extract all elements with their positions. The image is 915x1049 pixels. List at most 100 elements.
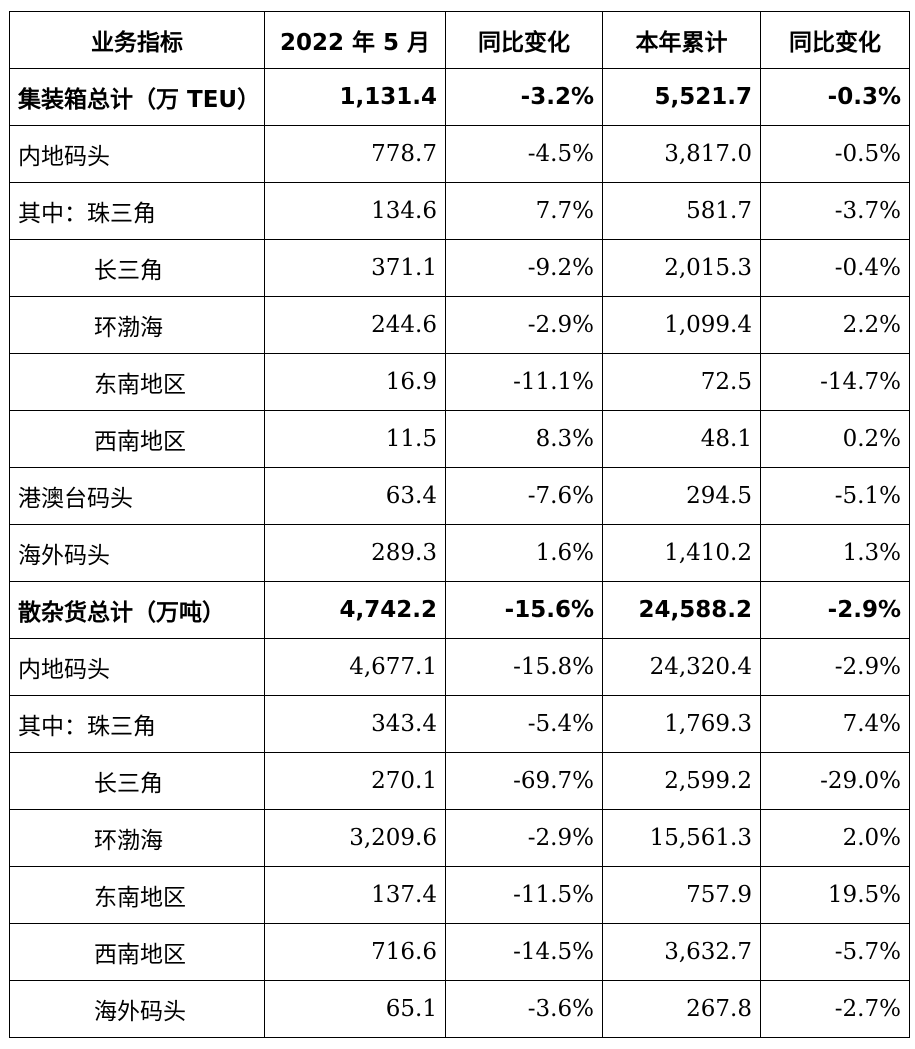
cell-ytd-yoy: -2.7% [760, 980, 910, 1038]
cell-ytd-yoy: 2.0% [760, 809, 910, 867]
cell-ytd-value: 757.9 [602, 866, 761, 924]
row-label: 其中：珠三角 [9, 182, 265, 240]
row-label: 西南地区 [9, 410, 265, 468]
cell-ytd-value: 294.5 [602, 467, 761, 525]
cell-month-yoy: -9.2% [445, 239, 603, 297]
table-row: 长三角 371.1 -9.2% 2,015.3 -0.4% [9, 239, 910, 297]
cell-ytd-yoy: -29.0% [760, 752, 910, 810]
cell-ytd-value: 15,561.3 [602, 809, 761, 867]
cell-month-yoy: -7.6% [445, 467, 603, 525]
table-body: 集装箱总计（万 TEU） 1,131.4 -3.2% 5,521.7 -0.3% 内地码头… [9, 68, 910, 1038]
cell-month-value: 289.3 [264, 524, 446, 582]
total-row: 集装箱总计（万 TEU） 1,131.4 -3.2% 5,521.7 -0.3% [9, 68, 910, 126]
row-label: 港澳台码头 [9, 467, 265, 525]
cell-ytd-yoy: -5.7% [760, 923, 910, 981]
table-row: 内地码头 4,677.1 -15.8% 24,320.4 -2.9% [9, 638, 910, 696]
cell-ytd-yoy: -14.7% [760, 353, 910, 411]
cell-ytd-yoy: -0.3% [760, 68, 910, 126]
table-row: 西南地区 716.6 -14.5% 3,632.7 -5.7% [9, 923, 910, 981]
cell-ytd-value: 1,769.3 [602, 695, 761, 753]
cell-ytd-value: 3,632.7 [602, 923, 761, 981]
header-month: 2022 年 5 月 [264, 11, 446, 69]
row-label: 其中：珠三角 [9, 695, 265, 753]
cell-ytd-yoy: -2.9% [760, 638, 910, 696]
cell-month-yoy: -3.6% [445, 980, 603, 1038]
row-label: 长三角 [9, 239, 265, 297]
cell-ytd-value: 48.1 [602, 410, 761, 468]
cell-month-yoy: -4.5% [445, 125, 603, 183]
row-label: 散杂货总计（万吨） [9, 581, 265, 639]
header-ytd: 本年累计 [602, 11, 761, 69]
cell-month-yoy: 1.6% [445, 524, 603, 582]
cell-ytd-yoy: 2.2% [760, 296, 910, 354]
row-label: 环渤海 [9, 809, 265, 867]
cell-month-yoy: -15.6% [445, 581, 603, 639]
cell-ytd-yoy: -5.1% [760, 467, 910, 525]
table-row: 港澳台码头 63.4 -7.6% 294.5 -5.1% [9, 467, 910, 525]
cell-month-value: 343.4 [264, 695, 446, 753]
table-row: 长三角 270.1 -69.7% 2,599.2 -29.0% [9, 752, 910, 810]
table-row: 其中：珠三角 343.4 -5.4% 1,769.3 7.4% [9, 695, 910, 753]
row-label: 东南地区 [9, 353, 265, 411]
cell-month-value: 778.7 [264, 125, 446, 183]
total-row: 散杂货总计（万吨） 4,742.2 -15.6% 24,588.2 -2.9% [9, 581, 910, 639]
header-month-yoy: 同比变化 [445, 11, 603, 69]
cell-month-yoy: 7.7% [445, 182, 603, 240]
cell-ytd-value: 267.8 [602, 980, 761, 1038]
cell-month-value: 244.6 [264, 296, 446, 354]
cell-month-yoy: -69.7% [445, 752, 603, 810]
header-row: 业务指标 2022 年 5 月 同比变化 本年累计 同比变化 [9, 11, 910, 69]
table-row: 环渤海 3,209.6 -2.9% 15,561.3 2.0% [9, 809, 910, 867]
row-label: 环渤海 [9, 296, 265, 354]
cell-ytd-value: 24,588.2 [602, 581, 761, 639]
cell-ytd-yoy: -0.5% [760, 125, 910, 183]
cell-month-yoy: -3.2% [445, 68, 603, 126]
header-indicator: 业务指标 [9, 11, 265, 69]
cell-ytd-yoy: -2.9% [760, 581, 910, 639]
cell-month-yoy: -5.4% [445, 695, 603, 753]
cell-ytd-value: 5,521.7 [602, 68, 761, 126]
table-row: 环渤海 244.6 -2.9% 1,099.4 2.2% [9, 296, 910, 354]
table-row: 东南地区 16.9 -11.1% 72.5 -14.7% [9, 353, 910, 411]
cell-month-value: 371.1 [264, 239, 446, 297]
header-ytd-yoy: 同比变化 [760, 11, 910, 69]
row-label: 内地码头 [9, 125, 265, 183]
table-row: 海外码头 289.3 1.6% 1,410.2 1.3% [9, 524, 910, 582]
cell-month-value: 11.5 [264, 410, 446, 468]
cell-ytd-value: 24,320.4 [602, 638, 761, 696]
row-label: 东南地区 [9, 866, 265, 924]
cell-month-value: 16.9 [264, 353, 446, 411]
cell-month-value: 63.4 [264, 467, 446, 525]
cell-ytd-yoy: 19.5% [760, 866, 910, 924]
row-label: 长三角 [9, 752, 265, 810]
cell-month-value: 65.1 [264, 980, 446, 1038]
cell-ytd-value: 1,410.2 [602, 524, 761, 582]
cell-ytd-value: 2,015.3 [602, 239, 761, 297]
cell-ytd-value: 581.7 [602, 182, 761, 240]
table-row: 其中：珠三角 134.6 7.7% 581.7 -3.7% [9, 182, 910, 240]
cell-ytd-yoy: -0.4% [760, 239, 910, 297]
cell-month-value: 270.1 [264, 752, 446, 810]
cell-ytd-yoy: 7.4% [760, 695, 910, 753]
table-row: 内地码头 778.7 -4.5% 3,817.0 -0.5% [9, 125, 910, 183]
table-row: 海外码头 65.1 -3.6% 267.8 -2.7% [9, 980, 910, 1038]
table-row: 西南地区 11.5 8.3% 48.1 0.2% [9, 410, 910, 468]
cell-month-value: 1,131.4 [264, 68, 446, 126]
cell-month-yoy: 8.3% [445, 410, 603, 468]
cell-month-value: 716.6 [264, 923, 446, 981]
cell-month-value: 4,677.1 [264, 638, 446, 696]
cell-month-value: 3,209.6 [264, 809, 446, 867]
cell-month-yoy: -15.8% [445, 638, 603, 696]
port-metrics-table: 业务指标 2022 年 5 月 同比变化 本年累计 同比变化 集装箱总计（万 T… [9, 11, 910, 1038]
row-label: 内地码头 [9, 638, 265, 696]
cell-ytd-yoy: -3.7% [760, 182, 910, 240]
cell-month-value: 134.6 [264, 182, 446, 240]
cell-ytd-value: 3,817.0 [602, 125, 761, 183]
cell-ytd-value: 72.5 [602, 353, 761, 411]
cell-month-yoy: -14.5% [445, 923, 603, 981]
cell-month-value: 4,742.2 [264, 581, 446, 639]
row-label: 西南地区 [9, 923, 265, 981]
cell-month-yoy: -11.1% [445, 353, 603, 411]
cell-ytd-value: 2,599.2 [602, 752, 761, 810]
cell-ytd-yoy: 0.2% [760, 410, 910, 468]
